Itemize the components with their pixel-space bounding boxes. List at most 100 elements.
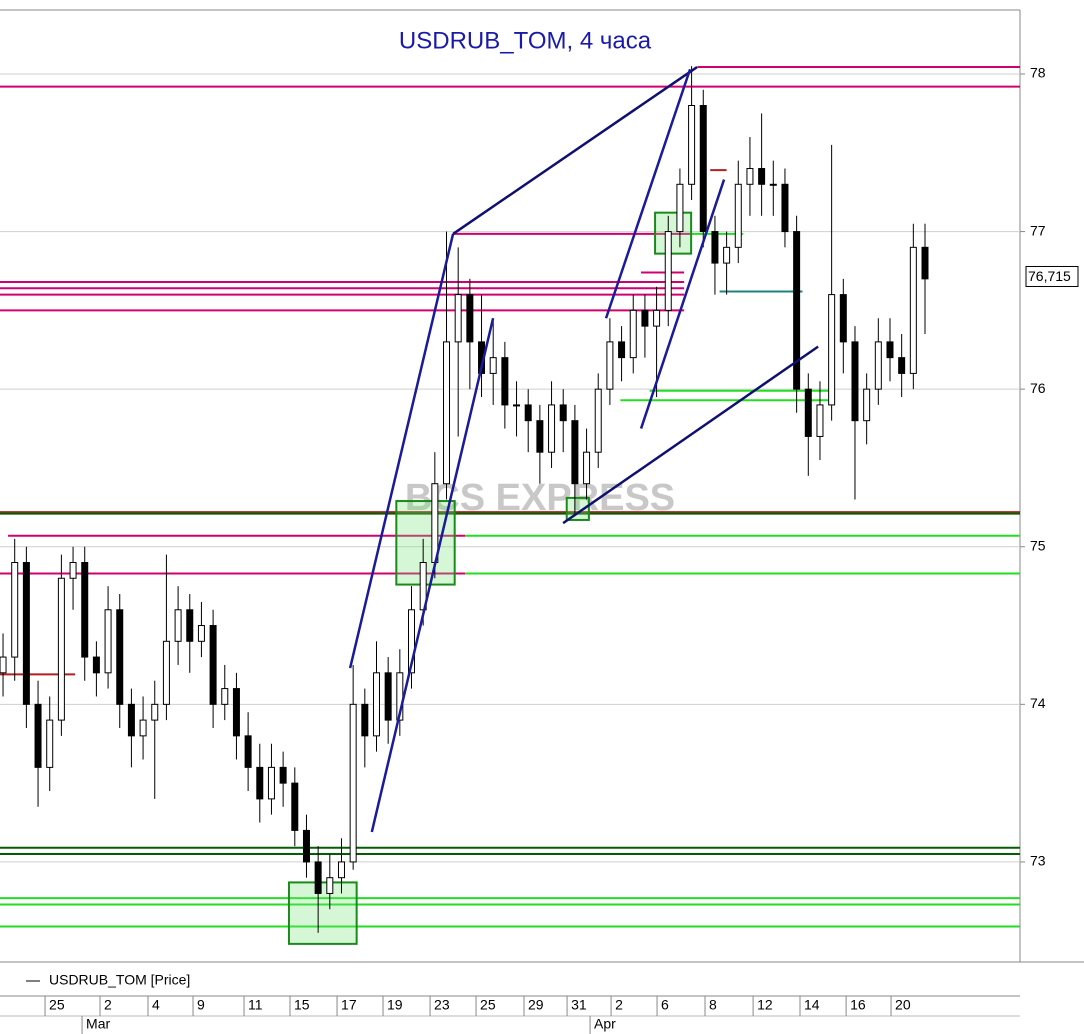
- levels: [0, 66, 1020, 928]
- x-tick-label: 2: [104, 997, 112, 1013]
- legend-label: USDRUB_TOM [Price]: [49, 972, 190, 988]
- x-tick-label: 15: [294, 997, 310, 1013]
- x-tick-label: 25: [49, 997, 65, 1013]
- candle-body: [197, 625, 205, 642]
- x-tick-label: 8: [709, 997, 717, 1013]
- x-tick-label: 4: [152, 997, 160, 1013]
- trend-line: [348, 233, 455, 669]
- candle-body: [676, 183, 684, 233]
- candle-body: [104, 609, 112, 674]
- candle-body: [886, 341, 894, 359]
- x-tick-label: 20: [895, 997, 911, 1013]
- x-tick-label: 31: [571, 997, 587, 1013]
- candle-body: [186, 609, 194, 642]
- x-tick-label: 29: [528, 997, 544, 1013]
- candle-body: [781, 183, 789, 233]
- candle-body: [209, 625, 217, 705]
- x-tick-label: 6: [661, 997, 669, 1013]
- x-tick-label: 12: [757, 997, 773, 1013]
- candle-body: [454, 294, 462, 343]
- y-tick-label: 74: [1030, 695, 1046, 711]
- candle-body: [443, 341, 451, 485]
- candle-body: [571, 420, 579, 485]
- trend-line: [452, 66, 698, 235]
- candle-body: [302, 829, 310, 863]
- last-price-box: [1025, 265, 1079, 287]
- x-tick-label: 9: [197, 997, 205, 1013]
- candle-body: [256, 766, 264, 800]
- grid: [0, 73, 1020, 863]
- y-tick-label: 75: [1030, 537, 1046, 553]
- candle-body: [513, 404, 521, 407]
- trend-line: [639, 179, 726, 429]
- candle-body: [559, 404, 567, 422]
- candle-body: [653, 309, 661, 327]
- month-label: Mar: [86, 1016, 110, 1032]
- candle-body: [408, 609, 416, 674]
- candle-body: [734, 183, 742, 248]
- candle-body: [92, 656, 100, 674]
- candle-body: [326, 877, 334, 894]
- candle-body: [524, 404, 532, 422]
- x-tick-label: 23: [434, 997, 450, 1013]
- y-tick-label: 76: [1030, 380, 1046, 396]
- candle-body: [11, 562, 19, 658]
- candle-body: [81, 562, 89, 658]
- x-tick-label: 2: [615, 997, 623, 1013]
- candle-body: [174, 609, 182, 642]
- candle-body: [0, 656, 7, 674]
- candle-body: [641, 309, 649, 327]
- candle-body: [267, 766, 275, 800]
- candle-body: [746, 168, 754, 185]
- candle-body: [921, 246, 929, 280]
- candles: [0, 66, 929, 933]
- candle-body: [618, 341, 626, 359]
- candle-body: [804, 388, 812, 437]
- candle-body: [337, 861, 345, 879]
- candle-body: [851, 341, 859, 422]
- month-label: Apr: [594, 1016, 616, 1032]
- candle-body: [874, 341, 882, 390]
- candle-body: [769, 183, 777, 186]
- x-tick-label: 17: [341, 997, 357, 1013]
- candle-body: [594, 388, 602, 453]
- x-tick-label: 16: [850, 997, 866, 1013]
- x-tick-label: 14: [804, 997, 820, 1013]
- zone-box: [287, 881, 358, 945]
- candle-body: [116, 609, 124, 705]
- candle-body: [22, 562, 30, 705]
- candle-body: [466, 294, 474, 343]
- last-price-label: 76,715: [1028, 268, 1071, 284]
- axes: 73 74 75 76 77 78 76,715 25 2 4 9 11 15 17 19 23 25 29 31 2…: [44, 65, 1079, 1034]
- trend-line: [562, 345, 819, 525]
- candle-body: [349, 703, 357, 863]
- zone-box: [654, 211, 693, 255]
- candle-body: [139, 719, 147, 737]
- candle-body: [723, 246, 731, 264]
- candle-body: [244, 735, 252, 768]
- candle-body: [606, 341, 614, 390]
- candle-body: [699, 104, 707, 233]
- x-tick-label: 19: [387, 997, 403, 1013]
- candle-body: [57, 577, 65, 721]
- candle-body: [372, 672, 380, 737]
- candle-body: [314, 861, 322, 894]
- candle-body: [279, 766, 287, 784]
- x-tick-label: 11: [248, 997, 263, 1013]
- candle-body: [711, 231, 719, 264]
- candle-body: [162, 640, 170, 705]
- candle-body: [34, 703, 42, 768]
- candle-body: [361, 703, 369, 737]
- trend-line: [370, 317, 495, 833]
- candle-body: [839, 294, 847, 343]
- candle-body: [232, 688, 240, 737]
- candle-body: [489, 357, 497, 374]
- candle-body: [46, 719, 54, 768]
- candle-body: [793, 231, 801, 390]
- candle-body: [501, 357, 509, 406]
- candle-body: [291, 782, 299, 831]
- chart-title: USDRUB_TOM, 4 часа: [399, 27, 652, 54]
- candle-body: [384, 672, 392, 721]
- candle-body: [816, 404, 824, 437]
